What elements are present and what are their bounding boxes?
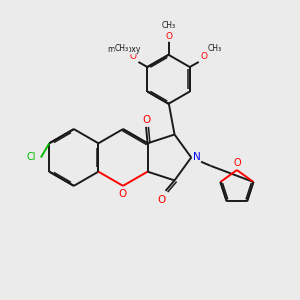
Text: Cl: Cl [26,152,35,163]
Text: O: O [200,52,207,61]
Text: O: O [234,158,241,167]
Text: methoxy: methoxy [107,45,140,54]
Text: O: O [157,195,165,205]
Text: N: N [193,152,200,162]
Text: O: O [130,52,137,61]
Text: O: O [166,32,173,41]
Text: CH₃: CH₃ [115,44,129,53]
Text: CH₃: CH₃ [207,44,221,53]
Text: CH₃: CH₃ [162,21,176,30]
Text: O: O [142,115,151,125]
Text: O: O [119,189,127,199]
